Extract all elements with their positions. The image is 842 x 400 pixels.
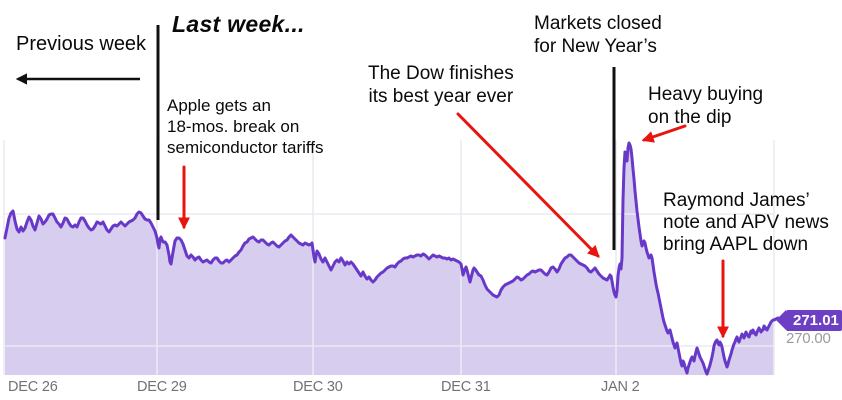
previous-week-label: Previous week	[16, 33, 147, 55]
week-divider-lines	[156, 25, 616, 250]
heavy-buying-annotation: Heavy buying on the dip	[648, 84, 764, 128]
last-price-badge: 271.01	[776, 310, 842, 331]
x-axis-label-dec31: DEC 31	[441, 379, 491, 395]
x-axis-label-dec29: DEC 29	[137, 379, 187, 395]
markets-closed-annotation: Markets closed for New Year’s	[534, 13, 662, 57]
raymond-james-annotation: Raymond James’ note and APV news bring A…	[663, 190, 829, 255]
x-axis-label-dec26: DEC 26	[8, 379, 58, 395]
dow-best-year-arrow	[456, 112, 600, 258]
last-week-label: Last week...	[172, 11, 305, 37]
reference-price-label: 270.00	[786, 330, 831, 347]
heavy-buying-arrow	[641, 124, 687, 143]
x-axis-label-dec30: DEC 30	[293, 379, 343, 395]
price-area-fill	[5, 143, 774, 375]
apple-tariffs-annotation: Apple gets an 18-mos. break on semicondu…	[167, 96, 324, 157]
dow-best-year-annotation: The Dow finishes its best year ever	[368, 63, 514, 107]
annotation-arrows	[15, 73, 729, 339]
x-axis-label-jan2: JAN 2	[601, 379, 640, 395]
price-line	[3, 141, 782, 376]
